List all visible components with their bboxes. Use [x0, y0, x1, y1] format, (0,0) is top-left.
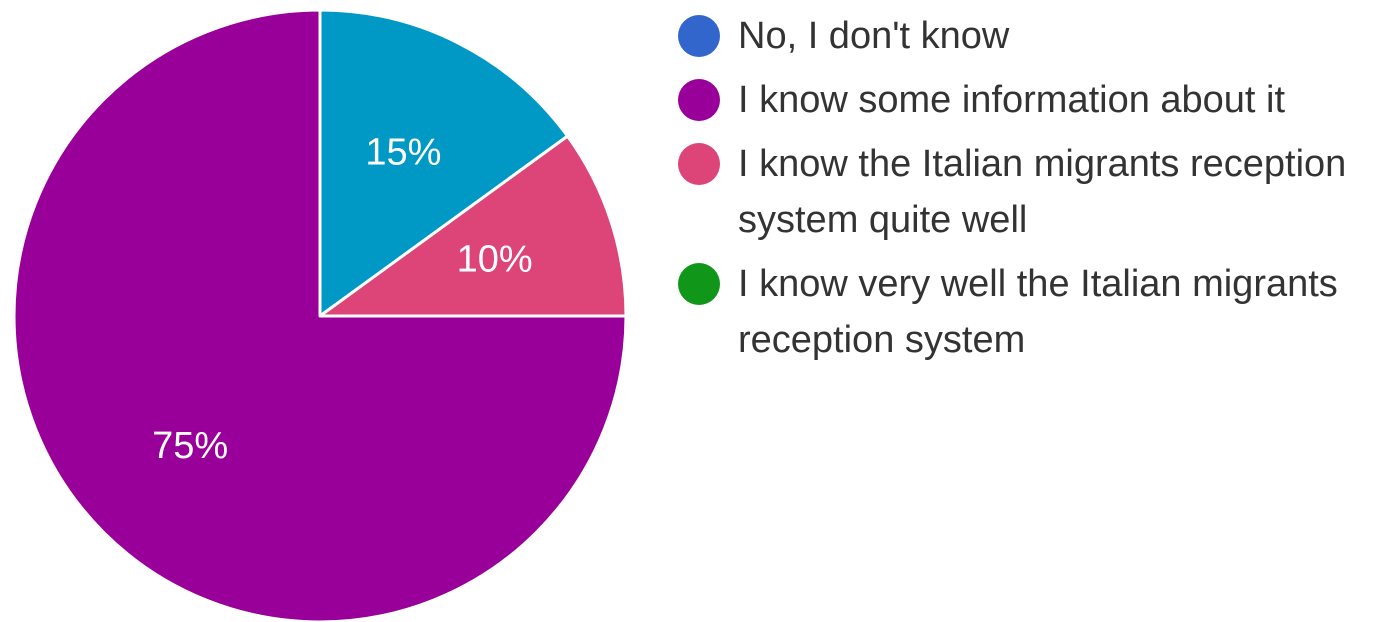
slice-label-no-dont-know: 15% [365, 131, 441, 173]
legend-label: I know very well the Italian migrants re… [738, 263, 1338, 361]
slice-label-know-some-info: 75% [152, 425, 228, 467]
legend-item-know-quite-well[interactable]: I know the Italian migrants reception sy… [676, 136, 1386, 248]
legend-label: I know the Italian migrants reception sy… [738, 143, 1347, 241]
pie-slice-know-quite-well[interactable] [318, 134, 628, 318]
pie-slices [12, 8, 628, 622]
legend-swatch-icon [678, 79, 720, 121]
legend-item-know-some-info[interactable]: I know some information about it [676, 72, 1386, 128]
legend-swatch-icon [678, 143, 720, 185]
chart-legend: No, I don't know I know some information… [676, 8, 1386, 376]
legend-label: I know some information about it [738, 79, 1286, 121]
pie-slice-know-some-info[interactable] [12, 8, 628, 622]
legend-label: No, I don't know [738, 15, 1010, 57]
legend-swatch-icon [678, 15, 720, 57]
pie-chart: 15% 10% 75% [12, 8, 628, 622]
legend-item-know-very-well[interactable]: I know very well the Italian migrants re… [676, 256, 1386, 368]
pie-slice-no-dont-know[interactable] [318, 8, 570, 318]
slice-label-know-quite-well: 10% [457, 238, 533, 280]
legend-item-no-dont-know[interactable]: No, I don't know [676, 8, 1386, 64]
pie-slice-labels: 15% 10% 75% [152, 131, 533, 466]
legend-swatch-icon [678, 263, 720, 305]
